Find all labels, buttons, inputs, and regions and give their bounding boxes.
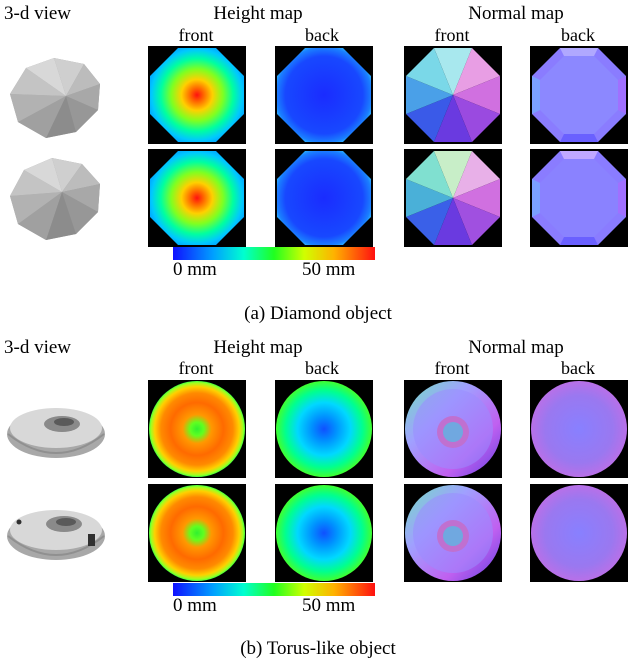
header-height-map: Height map xyxy=(213,3,303,24)
torus-3d-view-1 xyxy=(7,408,105,458)
label-back: back xyxy=(305,358,339,378)
label-front: front xyxy=(434,358,470,378)
normal-map-back-1 xyxy=(530,46,628,144)
scale-max-label: 50 mm xyxy=(302,259,356,280)
normal-map-back-2 xyxy=(530,149,628,247)
height-map-back-1 xyxy=(275,46,373,144)
label-back: back xyxy=(561,358,595,378)
color-scale-bar xyxy=(173,583,375,596)
height-map-front-1 xyxy=(148,46,246,144)
normal-map-back-3 xyxy=(530,380,628,478)
header-normal-map: Normal map xyxy=(468,3,564,24)
label-back: back xyxy=(305,25,339,45)
header-height-map: Height map xyxy=(213,337,303,358)
scale-min-label: 0 mm xyxy=(173,595,217,616)
normal-map-front-3 xyxy=(404,380,502,478)
height-map-front-2 xyxy=(148,149,246,247)
caption-torus: (b) Torus-like object xyxy=(240,638,396,659)
height-map-back-3 xyxy=(275,380,373,478)
label-front: front xyxy=(434,25,470,45)
header-3d-view: 3-d view xyxy=(4,337,72,358)
header-3d-view: 3-d view xyxy=(4,3,72,24)
normal-map-front-2 xyxy=(404,149,502,247)
label-back: back xyxy=(561,25,595,45)
normal-map-front-4 xyxy=(404,484,502,582)
diamond-3d-view-1 xyxy=(10,58,100,138)
caption-diamond: (a) Diamond object xyxy=(244,303,392,324)
label-front: front xyxy=(178,358,214,378)
header-normal-map: Normal map xyxy=(468,337,564,358)
scale-max-label: 50 mm xyxy=(302,595,356,616)
height-map-front-4 xyxy=(148,484,246,582)
height-map-back-2 xyxy=(275,149,373,247)
torus-3d-view-2 xyxy=(7,510,105,560)
label-front: front xyxy=(178,25,214,45)
color-scale-bar xyxy=(173,247,375,260)
normal-map-back-4 xyxy=(530,484,628,582)
scale-min-label: 0 mm xyxy=(173,259,217,280)
normal-map-front-1 xyxy=(404,46,502,144)
diamond-3d-view-2 xyxy=(10,158,100,240)
height-map-back-4 xyxy=(275,484,373,582)
height-map-front-3 xyxy=(148,380,246,478)
